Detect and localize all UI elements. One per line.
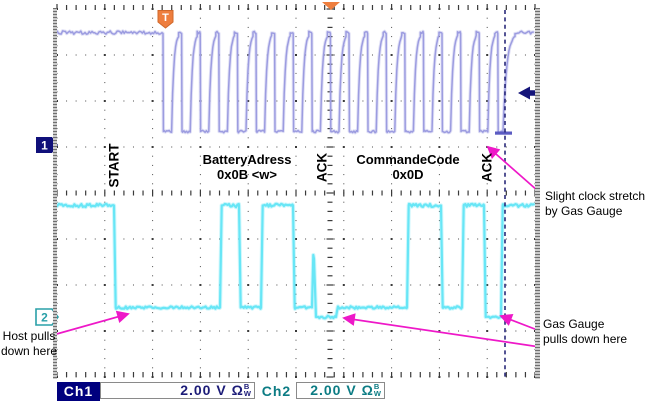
horizontal-reference-triangle-icon: [322, 2, 340, 10]
ch1-clock-stretch-marker: [495, 131, 512, 135]
trigger-position-badge: T: [157, 10, 174, 29]
ch1-channel-badge: Ch1: [57, 382, 100, 401]
ack1-label: ACK: [314, 152, 330, 183]
ch2-channel-badge: Ch2: [261, 383, 292, 399]
waveform-traces: [54, 29, 536, 321]
gas-gauge-note: Gas Gauge pulls down here: [543, 317, 628, 346]
clock-stretch-note: Slight clock stretch by Gas Gauge: [545, 189, 645, 218]
ack2-label: ACK: [479, 152, 495, 183]
host-pulls-note: Host pulls down here: [0, 329, 58, 358]
graticule-left-border: [52, 8, 57, 379]
callout-arrows: [52, 145, 541, 348]
trigger-badge-letter: T: [162, 12, 169, 24]
ch1-badge-number: 1: [41, 139, 48, 153]
trigger-level-arrow-icon: [518, 86, 537, 100]
start-label: START: [106, 143, 122, 188]
byte2-label: CommandeCode 0x0D: [356, 152, 460, 182]
ch2-badge-number: 2: [41, 311, 48, 325]
graticule-grid: [56, 4, 536, 378]
byte1-label: BatteryAdress 0x0B <w>: [202, 152, 292, 182]
graticule-right-border: [535, 8, 540, 379]
